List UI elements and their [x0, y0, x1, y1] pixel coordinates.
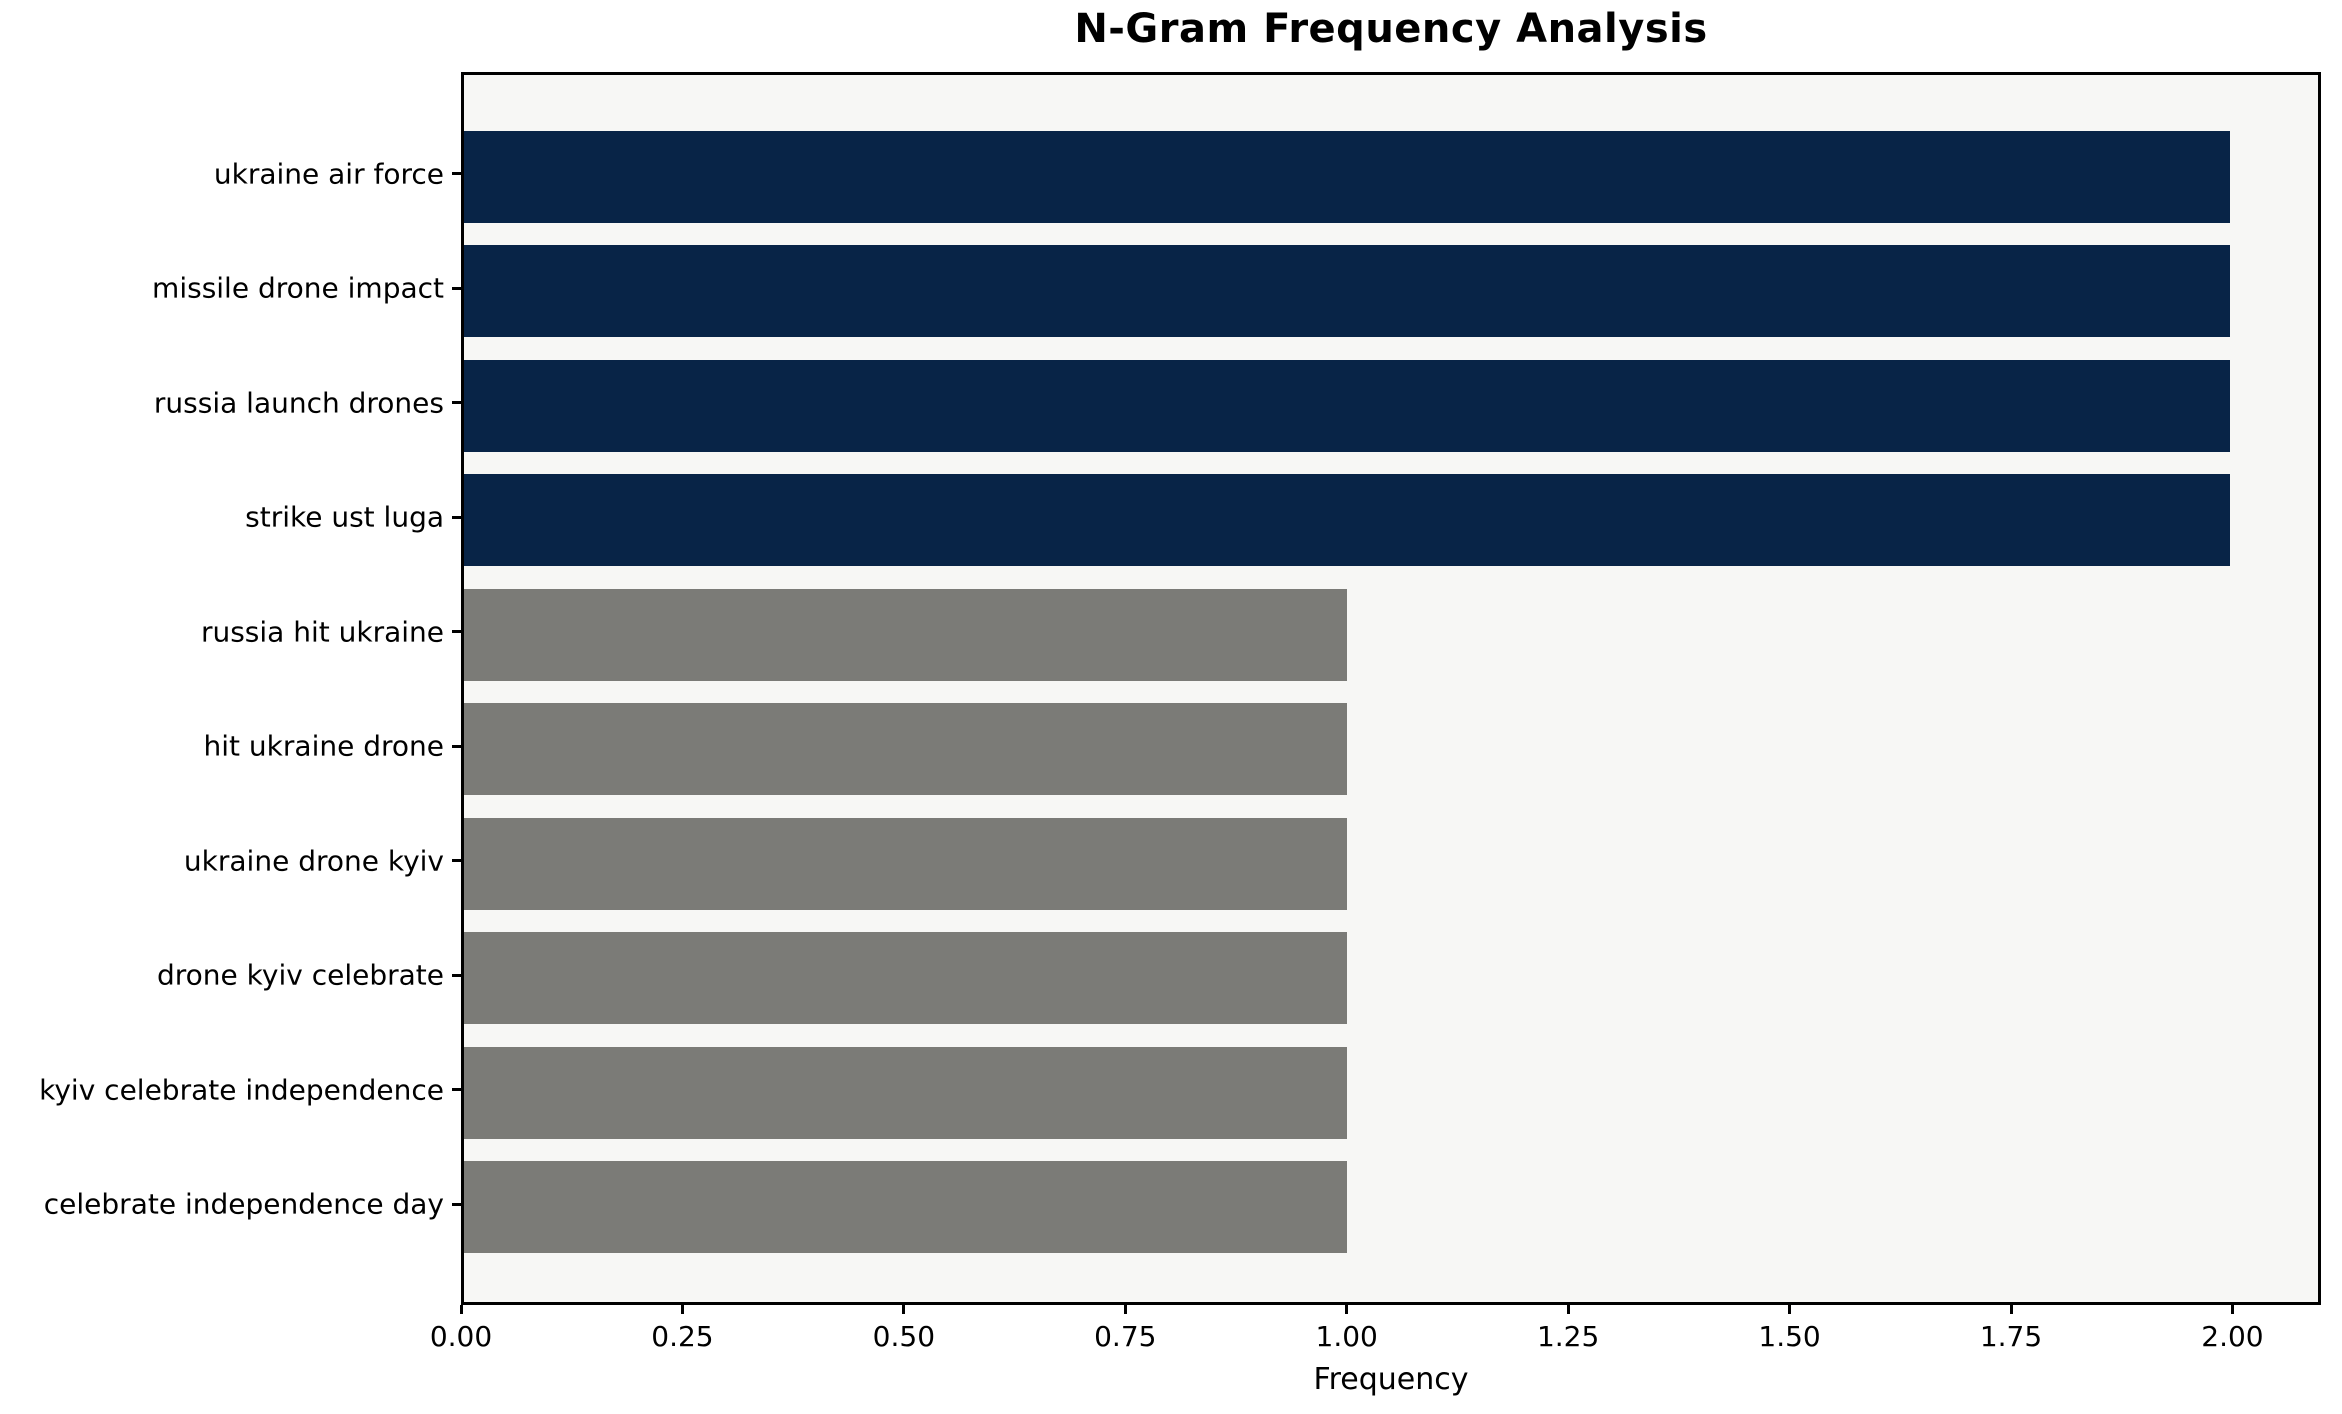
x-tick-mark — [1566, 1305, 1570, 1314]
y-tick-label-ukraine-drone-kyiv: ukraine drone kyiv — [183, 844, 444, 877]
bar-celebrate-independence-day — [464, 1161, 1347, 1253]
x-tick-label-1.25: 1.25 — [1536, 1320, 1600, 1353]
x-tick-label-0.50: 0.50 — [872, 1320, 936, 1353]
chart-title: N-Gram Frequency Analysis — [1074, 6, 1708, 52]
x-tick-mark — [1788, 1305, 1792, 1314]
y-tick-mark — [452, 973, 461, 977]
y-tick-mark — [452, 1088, 461, 1091]
y-tick-label-strike-ust-luga: strike ust luga — [245, 500, 444, 534]
x-tick-mark — [902, 1305, 906, 1314]
x-tick-label-2.00: 2.00 — [2201, 1320, 2264, 1353]
bar-russia-launch-drones — [464, 359, 2230, 452]
x-tick-label-1.00: 1.00 — [1315, 1320, 1378, 1353]
x-tick-mark — [1123, 1305, 1127, 1314]
x-tick-mark — [2230, 1305, 2234, 1314]
bar-kyiv-celebrate-independence — [464, 1046, 1347, 1139]
y-tick-label-missile-drone-impact: missile drone impact — [152, 271, 444, 305]
y-tick-label-kyiv-celebrate-independence: kyiv celebrate independence — [39, 1073, 444, 1106]
y-tick-mark — [452, 1202, 461, 1206]
bar-missile-drone-impact — [464, 245, 2230, 337]
y-tick-label-russia-hit-ukraine: russia hit ukraine — [200, 615, 444, 648]
x-tick-label-0.00: 0.00 — [429, 1320, 493, 1353]
y-tick-label-hit-ukraine-drone: hit ukraine drone — [203, 729, 444, 763]
x-tick-mark — [1345, 1305, 1349, 1314]
bar-strike-ust-luga — [464, 474, 2230, 566]
x-axis-label: Frequency — [1313, 1362, 1469, 1397]
y-tick-label-ukraine-air-force: ukraine air force — [213, 157, 444, 190]
y-tick-label-drone-kyiv-celebrate: drone kyiv celebrate — [157, 958, 444, 992]
bar-drone-kyiv-celebrate — [464, 932, 1347, 1024]
bar-russia-hit-ukraine — [464, 588, 1347, 681]
y-tick-label-celebrate-independence-day: celebrate independence day — [43, 1187, 444, 1221]
bar-ukraine-drone-kyiv — [464, 817, 1347, 910]
x-tick-mark — [2009, 1305, 2013, 1314]
y-tick-label-russia-launch-drones: russia launch drones — [153, 386, 444, 419]
x-tick-mark — [680, 1305, 684, 1314]
y-tick-mark — [452, 630, 461, 633]
y-tick-mark — [452, 286, 461, 290]
bar-ukraine-air-force — [464, 130, 2230, 223]
x-tick-label-0.25: 0.25 — [651, 1320, 714, 1353]
x-tick-label-1.75: 1.75 — [1979, 1320, 2043, 1353]
x-tick-label-1.50: 1.50 — [1758, 1320, 1821, 1353]
bar-hit-ukraine-drone — [464, 703, 1347, 795]
x-tick-label-0.75: 0.75 — [1094, 1320, 1157, 1353]
plot-area — [461, 72, 2321, 1305]
y-tick-mark — [452, 859, 461, 862]
y-tick-mark — [452, 172, 461, 175]
y-tick-mark — [452, 744, 461, 748]
y-tick-mark — [452, 401, 461, 404]
x-tick-mark — [459, 1305, 463, 1314]
y-tick-mark — [452, 515, 461, 519]
